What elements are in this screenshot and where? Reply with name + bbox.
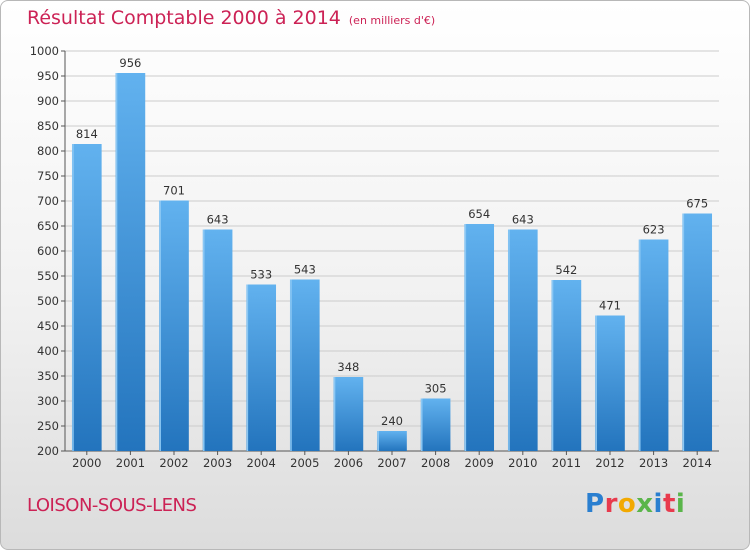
brand-letter: t — [662, 489, 676, 519]
data-label: 675 — [686, 197, 708, 211]
bar — [682, 213, 713, 451]
bar — [71, 144, 102, 451]
data-label: 814 — [76, 127, 98, 141]
data-label: 240 — [381, 414, 403, 428]
brand-letter: i — [675, 489, 686, 519]
data-label: 643 — [512, 213, 534, 227]
bar — [595, 315, 625, 451]
brand-letter: i — [653, 489, 663, 519]
bar — [115, 73, 146, 451]
bar — [202, 229, 233, 451]
y-tick-label: 200 — [37, 444, 59, 458]
y-tick-label: 450 — [37, 319, 59, 333]
y-tick-label: 950 — [37, 69, 59, 83]
x-tick-label: 2010 — [508, 456, 537, 470]
brand-letter: o — [617, 489, 637, 519]
data-label: 956 — [119, 56, 141, 70]
x-tick-label: 2012 — [595, 456, 624, 470]
x-tick-label: 2003 — [203, 456, 232, 470]
bar — [507, 229, 538, 451]
brand-logo: Proxiti — [585, 489, 685, 519]
x-tick-label: 2001 — [116, 456, 145, 470]
x-tick-label: 2014 — [683, 456, 712, 470]
labels: 200 250 300 350 400 450 500 550 600 650 700 750 800 8… — [30, 44, 712, 470]
brand-letter: r — [604, 489, 618, 519]
bar — [246, 284, 277, 451]
data-label: 654 — [468, 207, 490, 221]
bar — [333, 377, 364, 451]
data-label: 533 — [250, 268, 272, 282]
y-tick-label: 500 — [37, 294, 59, 308]
y-tick-label: 250 — [37, 419, 59, 433]
data-label: 471 — [599, 299, 621, 313]
data-label: 543 — [294, 263, 316, 277]
bar — [420, 398, 451, 451]
y-tick-label: 600 — [37, 244, 59, 258]
x-tick-label: 2004 — [247, 456, 276, 470]
chart-subtitle: (en milliers d'€) — [348, 14, 436, 27]
chart-title: Résultat Comptable 2000 à 2014 (en millie… — [27, 7, 435, 29]
bar — [464, 224, 495, 451]
y-tick-label: 300 — [37, 394, 59, 408]
place-name: LOISON-SOUS-LENS — [27, 495, 197, 516]
y-tick-label: 750 — [37, 169, 59, 183]
data-label: 542 — [555, 263, 577, 277]
x-tick-label: 2002 — [159, 456, 188, 470]
x-tick-label: 2006 — [334, 456, 363, 470]
x-tick-label: 2008 — [421, 456, 450, 470]
data-label: 643 — [207, 213, 229, 227]
bar — [638, 239, 669, 451]
y-tick-label: 550 — [37, 269, 59, 283]
y-tick-label: 400 — [37, 344, 59, 358]
y-tick-label: 1000 — [30, 44, 59, 58]
y-tick-label: 900 — [37, 94, 59, 108]
bars — [71, 73, 713, 451]
y-tick-label: 650 — [37, 219, 59, 233]
y-tick-label: 800 — [37, 144, 59, 158]
y-tick-label: 700 — [37, 194, 59, 208]
bar — [159, 200, 189, 451]
data-label: 305 — [425, 382, 447, 396]
data-label: 623 — [643, 223, 665, 237]
x-tick-label: 2000 — [72, 456, 101, 470]
x-tick-label: 2009 — [465, 456, 494, 470]
chart-title-text: Résultat Comptable 2000 à 2014 — [27, 7, 341, 29]
bar — [551, 280, 582, 451]
data-label: 348 — [337, 360, 359, 374]
brand-letter: x — [636, 489, 654, 519]
brand-letter: P — [585, 489, 605, 519]
bar — [377, 431, 407, 451]
x-tick-label: 2013 — [639, 456, 668, 470]
x-tick-label: 2007 — [377, 456, 406, 470]
x-tick-label: 2011 — [552, 456, 581, 470]
y-tick-label: 350 — [37, 369, 59, 383]
data-label: 701 — [163, 184, 185, 198]
x-tick-label: 2005 — [290, 456, 319, 470]
bar — [289, 279, 320, 451]
y-tick-label: 850 — [37, 119, 59, 133]
